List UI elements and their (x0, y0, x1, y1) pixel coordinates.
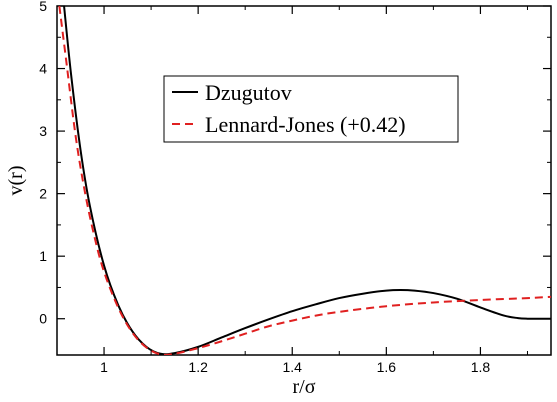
x-tick-label: 1 (100, 359, 108, 375)
x-tick-label: 1.8 (471, 359, 491, 375)
legend-box (163, 75, 459, 143)
x-tick-label: 1.4 (283, 359, 303, 375)
x-tick-label: 1.2 (188, 359, 208, 375)
y-tick-label: 4 (39, 61, 47, 77)
legend: Dzugutov Lennard-Jones (+0.42) (163, 75, 459, 143)
x-axis-title: r/σ (293, 376, 316, 398)
y-tick-label: 2 (39, 186, 47, 202)
y-axis-title: v(r) (5, 166, 27, 196)
y-axis: 0 1 2 3 4 5 (39, 0, 551, 327)
x-tick-label: 1.6 (377, 359, 397, 375)
y-tick-label: 0 (39, 311, 47, 327)
plot-area (56, 5, 552, 356)
legend-label-dzugutov: Dzugutov (205, 80, 292, 105)
x-axis: 1 1.2 1.4 1.6 1.8 (100, 6, 528, 375)
series-line-dzugutov (63, 6, 551, 355)
y-tick-label: 5 (39, 0, 47, 14)
series-group (58, 6, 551, 355)
y-tick-label: 1 (39, 248, 47, 264)
plot-frame (56, 5, 552, 356)
legend-label-lennard-jones: Lennard-Jones (+0.42) (205, 112, 406, 137)
series-line-lennard-jones (58, 6, 551, 355)
y-tick-label: 3 (39, 123, 47, 139)
